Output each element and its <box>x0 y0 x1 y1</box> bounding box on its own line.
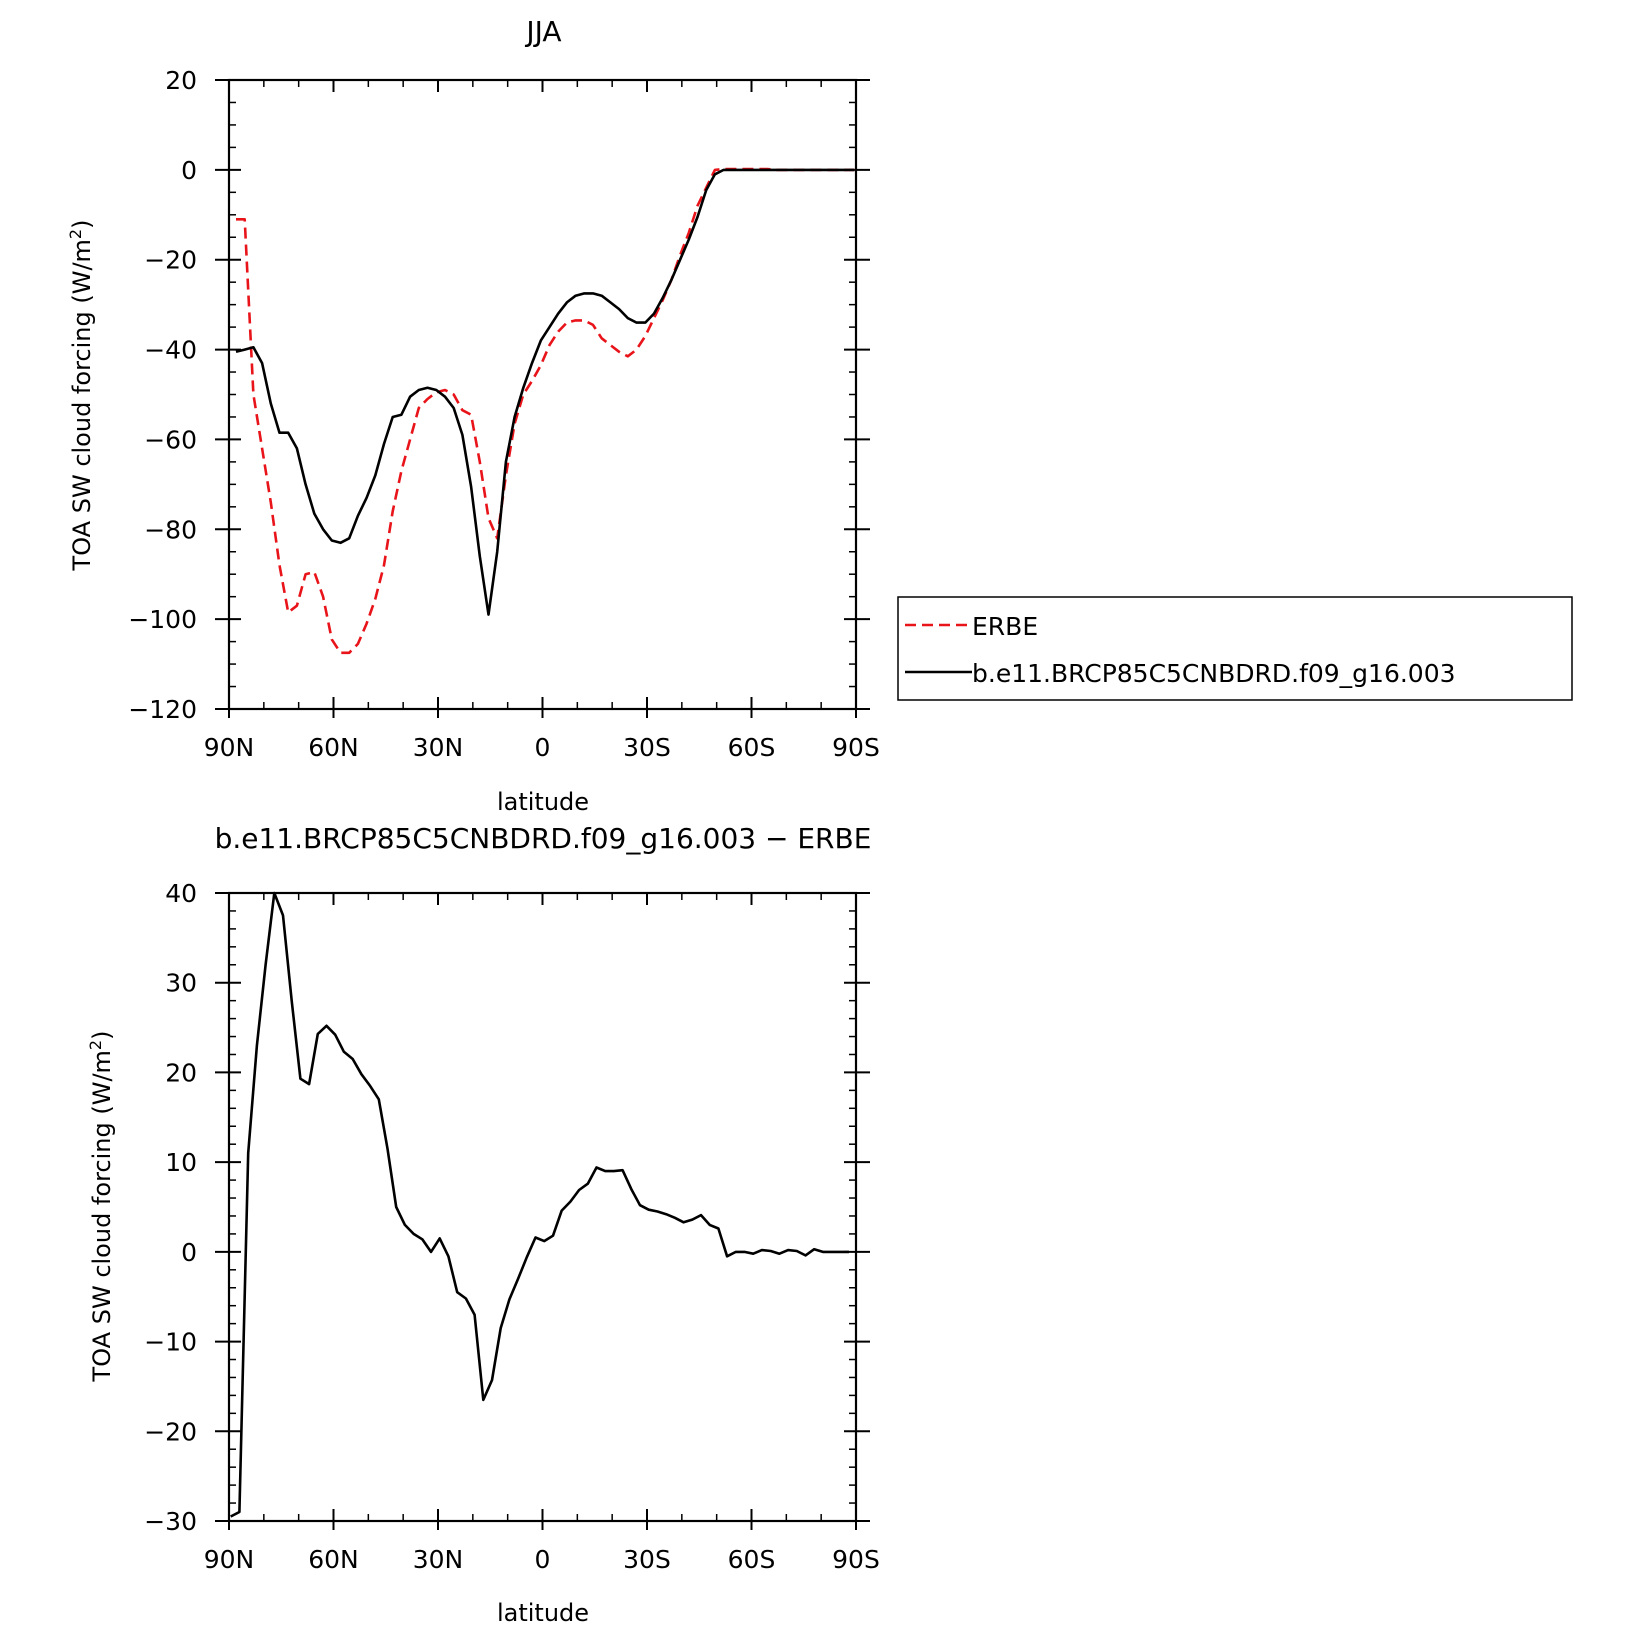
bottom-y-axis-title-close: ) <box>88 1031 116 1040</box>
top-x-tick-label: 30N <box>413 733 464 762</box>
top-y-tick-label: −20 <box>144 246 197 275</box>
bottom-axis-ticks: 90N 60N 30N 0 30S 60S 90S 40 30 20 10 0 −10 −20 −30 <box>144 879 880 1574</box>
top-y-tick-label: −120 <box>128 695 197 724</box>
top-y-axis-title-main: TOA SW cloud forcing (W/m <box>68 239 96 571</box>
bottom-plot-frame <box>227 891 858 1523</box>
bottom-series-line-difference <box>230 891 849 1518</box>
bottom-y-tick-label: 10 <box>165 1148 197 1177</box>
legend: ERBE b.e11.BRCP85C5CNBDRD.f09_g16.003 <box>897 596 1573 701</box>
top-axis-ticks: 90N 60N 30N 0 30S 60S 90S 20 0 −20 −40 −60 −80 −100 −1… <box>128 66 880 762</box>
top-y-tick-label: −100 <box>128 605 197 634</box>
legend-label-model: b.e11.BRCP85C5CNBDRD.f09_g16.003 <box>972 659 1456 688</box>
bottom-x-tick-label: 30S <box>623 1545 671 1574</box>
bottom-x-tick-label: 90S <box>832 1545 880 1574</box>
bottom-panel-title: b.e11.BRCP85C5CNBDRD.f09_g16.003 − ERBE <box>215 822 872 855</box>
top-x-tick-label: 60N <box>308 733 359 762</box>
bottom-x-tick-label: 0 <box>535 1545 551 1574</box>
bottom-y-axis-title-sup: 2 <box>86 1040 105 1050</box>
bottom-x-axis-title: latitude <box>497 1599 589 1627</box>
top-y-axis-title-sup: 2 <box>66 229 85 239</box>
bottom-x-tick-label: 90N <box>204 1545 255 1574</box>
bottom-y-tick-label: 20 <box>165 1058 197 1087</box>
top-panel: JJA 90N 60N 30N 0 30S 60S 90S 20 0 −20 −40 −60 −80 −1… <box>66 15 880 816</box>
legend-label-erbe: ERBE <box>972 612 1038 641</box>
top-series-group <box>235 167 855 655</box>
top-x-tick-label: 0 <box>535 733 551 762</box>
bottom-series-group <box>230 891 849 1518</box>
legend-box <box>897 596 1573 701</box>
top-y-axis-title: TOA SW cloud forcing (W/m2) <box>66 220 96 572</box>
bottom-x-tick-label: 60N <box>308 1545 359 1574</box>
top-x-tick-label: 90N <box>204 733 255 762</box>
bottom-y-tick-label: −30 <box>144 1507 197 1536</box>
bottom-y-tick-label: 40 <box>165 879 197 908</box>
top-x-tick-label: 60S <box>728 733 776 762</box>
bottom-panel: b.e11.BRCP85C5CNBDRD.f09_g16.003 − ERBE … <box>86 822 880 1627</box>
bottom-y-axis-title: TOA SW cloud forcing (W/m2) <box>86 1031 116 1383</box>
top-y-tick-label: −40 <box>144 336 197 365</box>
bottom-y-axis-title-main: TOA SW cloud forcing (W/m <box>88 1050 116 1382</box>
top-y-tick-label: −80 <box>144 515 197 544</box>
top-series-line-erbe <box>236 167 855 655</box>
top-y-tick-label: 0 <box>181 156 197 185</box>
bottom-y-tick-label: −10 <box>144 1328 197 1357</box>
top-x-tick-label: 90S <box>832 733 880 762</box>
top-panel-title: JJA <box>524 15 561 48</box>
top-series-line-model <box>235 168 855 616</box>
bottom-y-tick-label: 30 <box>165 969 197 998</box>
bottom-y-tick-label: −20 <box>144 1417 197 1446</box>
top-y-tick-label: −60 <box>144 425 197 454</box>
top-y-tick-label: 20 <box>165 66 197 95</box>
top-plot-frame <box>227 78 858 711</box>
top-x-axis-title: latitude <box>497 788 589 816</box>
bottom-x-tick-label: 60S <box>728 1545 776 1574</box>
bottom-y-tick-label: 0 <box>181 1238 197 1267</box>
top-x-tick-label: 30S <box>623 733 671 762</box>
bottom-x-tick-label: 30N <box>413 1545 464 1574</box>
top-y-axis-title-close: ) <box>68 220 96 229</box>
